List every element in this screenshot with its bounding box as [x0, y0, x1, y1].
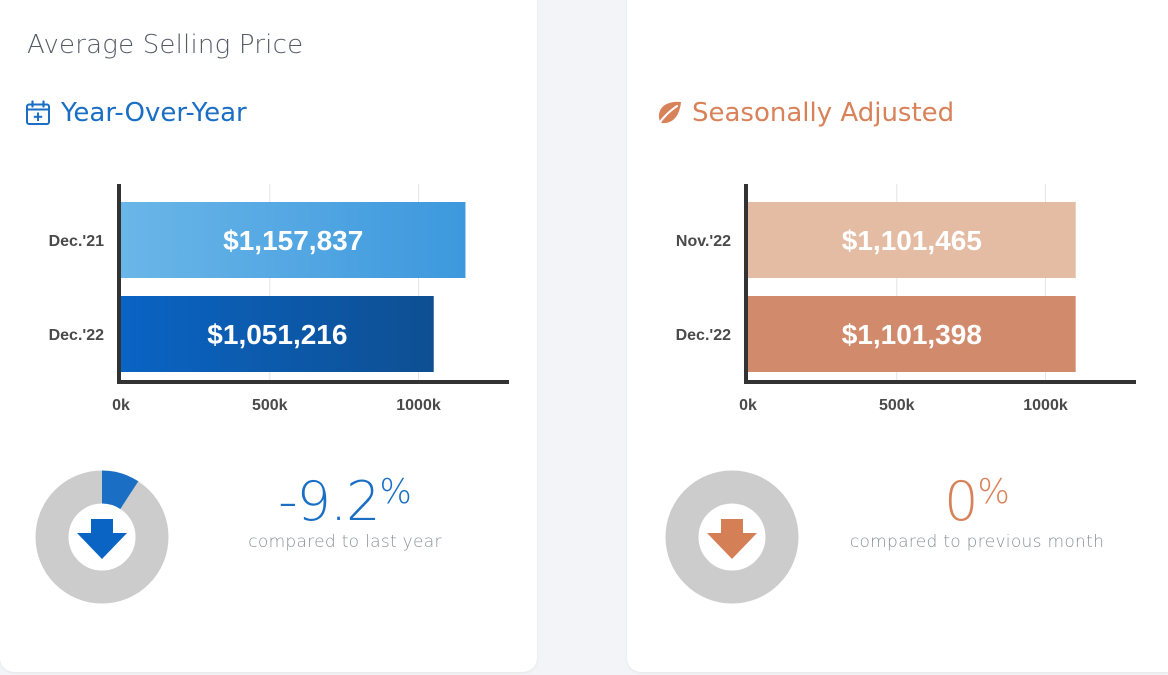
yoy-change-value: -9.2	[278, 470, 380, 533]
seasonal-change-symbol: %	[977, 472, 1010, 512]
seasonal-change-value: 0	[944, 470, 978, 533]
yoy-change-symbol: %	[379, 472, 412, 512]
bar	[748, 296, 1076, 372]
category-label: Dec.'22	[676, 327, 732, 344]
category-label: Dec.'21	[49, 233, 105, 250]
x-tick-label: 1000k	[396, 397, 441, 414]
arrow-down-icon	[707, 519, 757, 559]
seasonal-change-caption: compared to previous month	[849, 532, 1105, 552]
seasonal-change-donut	[665, 470, 799, 604]
yoy-change-caption: compared to last year	[248, 532, 442, 552]
bar-data-label: $1,101,465	[842, 225, 982, 256]
donut-track	[665, 470, 799, 604]
x-tick-label: 1000k	[1023, 397, 1068, 414]
yoy-card: Average Selling Price Year-Over-Year $1,…	[0, 0, 537, 672]
bar	[748, 202, 1076, 278]
yoy-heading: Year-Over-Year	[25, 98, 247, 128]
bar	[121, 202, 466, 278]
bar-data-label: $1,157,837	[223, 225, 363, 256]
bar	[121, 296, 434, 372]
seasonal-heading: Seasonally Adjusted	[656, 98, 954, 128]
x-tick-label: 500k	[252, 397, 288, 414]
yoy-bar-chart: $1,157,837 Dec.'21 $1,051,216 Dec.'22 0k 500k…	[49, 184, 509, 414]
bar-data-label: $1,101,398	[842, 319, 982, 350]
x-tick-label: 0k	[739, 397, 757, 414]
arrow-down-icon	[77, 519, 127, 559]
category-label: Nov.'22	[676, 233, 731, 250]
calendar-plus-icon	[26, 100, 50, 125]
seasonal-change: 0% compared to previous month	[837, 470, 1117, 553]
donut-arc	[101, 470, 139, 510]
seasonal-bar-chart: $1,101,465 Nov.'22 $1,101,398 Dec.'22 0k 500k…	[676, 184, 1136, 414]
page-title: Average Selling Price	[27, 30, 304, 60]
leaf-icon	[657, 101, 681, 126]
yoy-heading-label: Year-Over-Year	[61, 98, 247, 128]
seasonal-heading-label: Seasonally Adjusted	[692, 98, 955, 128]
category-label: Dec.'22	[49, 327, 105, 344]
bar-data-label: $1,051,216	[207, 319, 347, 350]
x-tick-label: 500k	[879, 397, 915, 414]
x-tick-label: 0k	[112, 397, 130, 414]
yoy-change-donut	[35, 470, 169, 604]
seasonal-card: Seasonally Adjusted $1,101,465 Nov.'22 $1,…	[627, 0, 1168, 672]
yoy-change: -9.2% compared to last year	[225, 470, 465, 553]
